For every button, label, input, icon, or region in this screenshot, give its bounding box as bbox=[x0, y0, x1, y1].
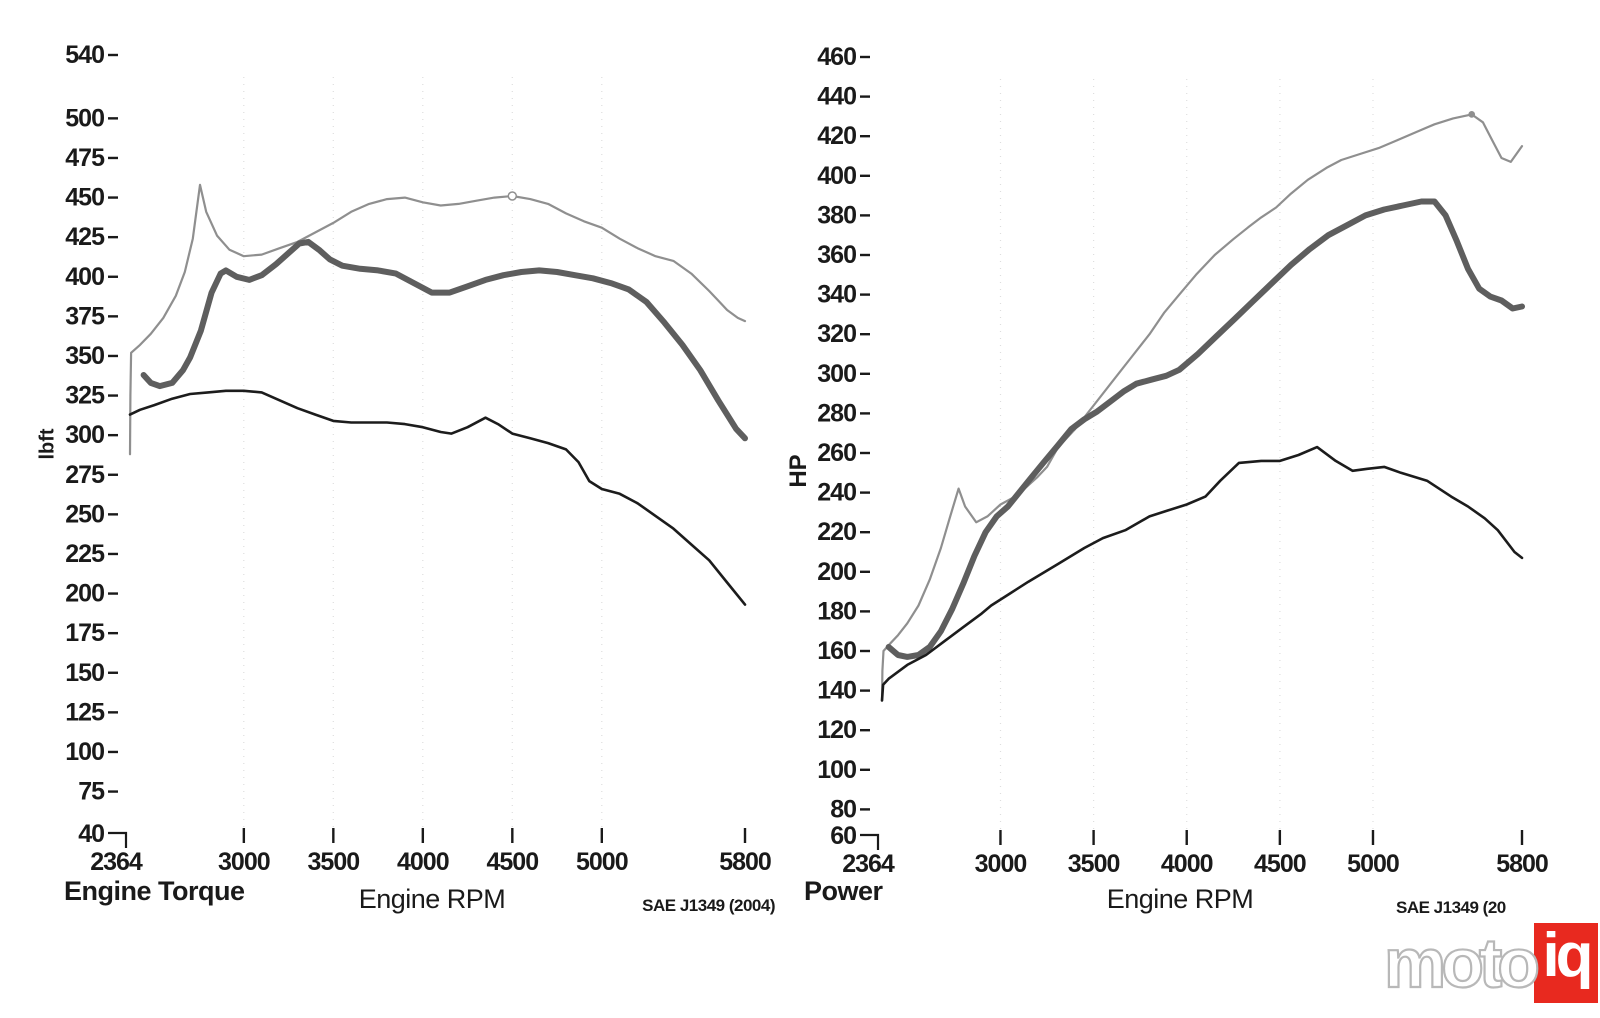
x-origin-label: 2364 bbox=[842, 850, 895, 878]
y-tick-label: 400 bbox=[817, 162, 856, 190]
y-tick-label: 40 bbox=[78, 820, 104, 848]
power-chart-title: Power bbox=[804, 876, 883, 906]
y-tick-label: 100 bbox=[65, 738, 104, 766]
y-tick-label: 220 bbox=[817, 518, 856, 546]
y-tick-label: 325 bbox=[65, 382, 105, 410]
torque-sae-footnote: SAE J1349 (2004) bbox=[642, 896, 775, 915]
y-tick-label: 300 bbox=[817, 360, 856, 388]
torque-y-axis-title: lbft bbox=[36, 428, 59, 460]
torque-chart-title: Engine Torque bbox=[64, 876, 245, 906]
motoiq-logo-red-box: iq bbox=[1534, 923, 1598, 1003]
run-black-curve bbox=[128, 389, 747, 606]
motoiq-logo-iq-text: iq bbox=[1542, 921, 1593, 990]
y-tick-label: 440 bbox=[817, 83, 856, 111]
y-tick-label: 150 bbox=[65, 659, 104, 687]
y-tick-label: 160 bbox=[817, 637, 856, 665]
y-tick-label: 450 bbox=[65, 184, 104, 212]
power-x-axis-title: Engine RPM bbox=[1106, 884, 1254, 914]
y-tick-label: 500 bbox=[65, 104, 104, 132]
power-y-axis-title: HP bbox=[785, 454, 812, 488]
y-tick-label: 180 bbox=[817, 597, 856, 625]
peak-marker bbox=[507, 191, 518, 201]
y-tick-label: 320 bbox=[817, 320, 856, 348]
y-tick-label: 175 bbox=[65, 619, 105, 647]
x-origin-label: 2364 bbox=[90, 848, 143, 876]
motoiq-logo-moto-text: moto bbox=[1383, 924, 1541, 1002]
y-tick-label: 540 bbox=[65, 41, 104, 69]
x-tick-label: 3500 bbox=[1068, 850, 1120, 878]
y-tick-label: 460 bbox=[817, 43, 856, 71]
y-axis-origin-mark bbox=[108, 831, 128, 848]
y-tick-label: 340 bbox=[817, 281, 856, 309]
power-sae-footnote: SAE J1349 (20 bbox=[1396, 898, 1506, 917]
peak-marker bbox=[1468, 111, 1476, 118]
y-tick-label: 200 bbox=[817, 558, 856, 586]
y-tick-label: 80 bbox=[830, 795, 856, 823]
y-tick-label: 300 bbox=[65, 421, 104, 449]
y-tick-label: 100 bbox=[817, 756, 856, 784]
y-tick-label: 260 bbox=[817, 439, 856, 467]
y-tick-label: 380 bbox=[817, 201, 856, 229]
x-tick-label: 3000 bbox=[218, 848, 270, 876]
y-tick-label: 75 bbox=[78, 778, 105, 806]
x-tick-label: 4500 bbox=[487, 848, 539, 876]
y-tick-label: 275 bbox=[65, 461, 105, 489]
y-tick-label: 225 bbox=[65, 540, 105, 568]
x-tick-label: 4000 bbox=[397, 848, 449, 876]
y-tick-label: 350 bbox=[65, 342, 104, 370]
y-axis-origin-mark bbox=[860, 833, 880, 850]
y-tick-label: 420 bbox=[817, 122, 856, 150]
x-tick-label: 4000 bbox=[1161, 850, 1213, 878]
run-dark-gray-curve bbox=[140, 238, 748, 442]
x-tick-label: 3500 bbox=[308, 848, 360, 876]
x-tick-label: 3000 bbox=[975, 850, 1027, 878]
y-tick-label: 125 bbox=[65, 698, 105, 726]
y-tick-label: 360 bbox=[817, 241, 856, 269]
y-tick-label: 280 bbox=[817, 399, 856, 427]
y-tick-label: 200 bbox=[65, 580, 104, 608]
x-tick-label: 5800 bbox=[1496, 850, 1548, 878]
x-tick-label: 5000 bbox=[1347, 850, 1399, 878]
run-light-gray-curve bbox=[880, 113, 1524, 702]
y-tick-label: 375 bbox=[65, 302, 105, 330]
y-tick-label: 475 bbox=[65, 144, 105, 172]
torque-x-axis-title: Engine RPM bbox=[358, 884, 506, 914]
y-tick-label: 400 bbox=[65, 263, 104, 291]
y-tick-label: 425 bbox=[65, 223, 105, 251]
y-tick-label: 60 bbox=[830, 822, 856, 850]
run-dark-gray-curve bbox=[885, 198, 1525, 660]
y-tick-label: 250 bbox=[65, 500, 104, 528]
x-tick-label: 5000 bbox=[576, 848, 628, 876]
run-black-curve bbox=[880, 445, 1524, 702]
y-tick-label: 120 bbox=[817, 716, 856, 744]
x-tick-label: 4500 bbox=[1254, 850, 1306, 878]
run-light-gray-curve bbox=[128, 183, 747, 456]
y-tick-label: 140 bbox=[817, 677, 856, 705]
x-tick-label: 5800 bbox=[719, 848, 771, 876]
y-tick-label: 240 bbox=[817, 479, 856, 507]
